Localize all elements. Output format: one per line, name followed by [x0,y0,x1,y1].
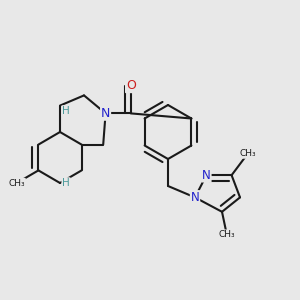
Text: N: N [190,191,200,204]
Text: CH₃: CH₃ [8,178,25,188]
Text: N: N [202,169,211,182]
Text: O: O [126,79,136,92]
Text: H: H [62,178,70,188]
Text: N: N [101,107,110,120]
Text: CH₃: CH₃ [218,230,235,239]
Text: H: H [62,106,70,116]
Text: CH₃: CH₃ [239,149,256,158]
